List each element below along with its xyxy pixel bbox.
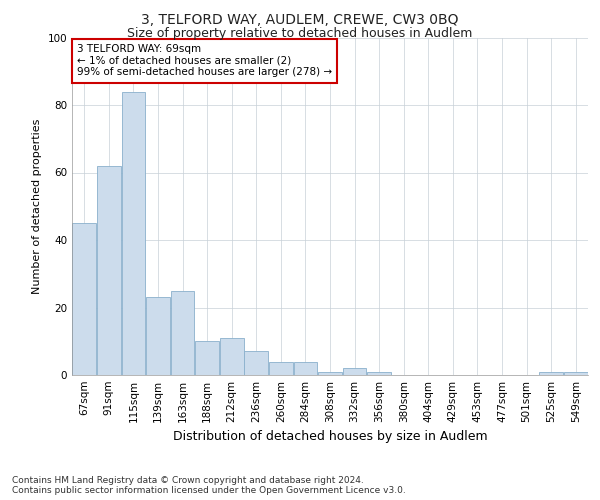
Bar [539, 372, 563, 375]
Bar [318, 372, 342, 375]
Bar [244, 352, 268, 375]
Bar [195, 341, 219, 375]
Bar [73, 223, 96, 375]
Bar [146, 298, 170, 375]
Bar [220, 338, 244, 375]
Bar [269, 362, 293, 375]
Bar [97, 166, 121, 375]
Bar [367, 372, 391, 375]
Text: Size of property relative to detached houses in Audlem: Size of property relative to detached ho… [127, 28, 473, 40]
Text: 3 TELFORD WAY: 69sqm
← 1% of detached houses are smaller (2)
99% of semi-detache: 3 TELFORD WAY: 69sqm ← 1% of detached ho… [77, 44, 332, 78]
Bar [122, 92, 145, 375]
Bar [293, 362, 317, 375]
Bar [170, 290, 194, 375]
Text: 3, TELFORD WAY, AUDLEM, CREWE, CW3 0BQ: 3, TELFORD WAY, AUDLEM, CREWE, CW3 0BQ [141, 12, 459, 26]
Text: Contains HM Land Registry data © Crown copyright and database right 2024.
Contai: Contains HM Land Registry data © Crown c… [12, 476, 406, 495]
Y-axis label: Number of detached properties: Number of detached properties [32, 118, 42, 294]
Bar [343, 368, 367, 375]
X-axis label: Distribution of detached houses by size in Audlem: Distribution of detached houses by size … [173, 430, 487, 444]
Bar [564, 372, 587, 375]
